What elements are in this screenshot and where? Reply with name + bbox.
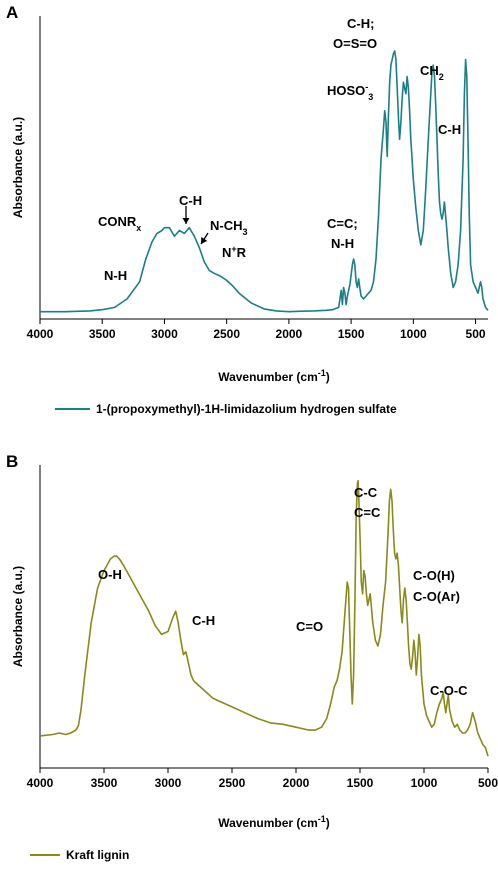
- peak-annotation: C-H: [192, 613, 215, 628]
- peak-annotation: O=S=O: [333, 36, 377, 51]
- peak-annotation: O-H: [98, 567, 122, 582]
- peak-annotation: C-O(H): [413, 568, 455, 583]
- x-tick-label: 3500: [91, 776, 118, 790]
- x-tick-label: 1500: [338, 327, 365, 341]
- peak-annotation: C-H: [438, 122, 461, 137]
- peak-annotation: N+R: [222, 244, 247, 260]
- x-tick-label: 500: [466, 327, 486, 341]
- x-tick-label: 4000: [27, 327, 54, 341]
- peak-annotation: CONRx: [98, 214, 141, 233]
- peak-annotation: C-H;: [347, 16, 374, 31]
- x-tick-label: 1000: [411, 776, 438, 790]
- x-tick-label: 2500: [213, 327, 240, 341]
- x-tick-label: 2500: [219, 776, 246, 790]
- chart-panel-b: B 4000 3500 3000 2500 2000 1500 1000 500 Wavenumb…: [6, 452, 498, 862]
- peak-annotation: C-O-C: [430, 683, 468, 698]
- peak-annotation: N-H: [331, 236, 354, 251]
- series-line: [39, 479, 489, 757]
- peak-annotation: C-O(Ar): [413, 589, 460, 604]
- peak-annotation: N-H: [104, 268, 127, 283]
- x-axis-title: Wavenumber (cm-1): [218, 814, 330, 830]
- legend-label: Kraft lignin: [66, 848, 129, 862]
- panel-label: B: [6, 452, 18, 471]
- x-tick-label: 1500: [347, 776, 374, 790]
- legend-label: 1-(propoxymethyl)-1H-limidazolium hydrog…: [96, 402, 397, 416]
- annotation-arrowhead: [201, 237, 208, 244]
- peak-annotation: C-H: [179, 193, 202, 208]
- x-tick-label: 500: [478, 776, 498, 790]
- peak-annotation: C=C;: [327, 216, 358, 231]
- chart-panel-a: A 4000 3500 3000 2500 2000 1500 1000 500 Wavenumb…: [6, 3, 489, 416]
- peak-annotation: N-CH3: [210, 218, 248, 237]
- annotation-arrowhead: [182, 218, 190, 224]
- x-tick-label: 3500: [89, 327, 116, 341]
- x-axis-title: Wavenumber (cm-1): [218, 368, 330, 384]
- series-line: [40, 50, 489, 313]
- peak-annotation: C=C: [354, 505, 381, 520]
- x-tick-label: 2000: [276, 327, 303, 341]
- peak-annotation: CH2: [420, 63, 444, 82]
- x-tick-label: 3000: [155, 776, 182, 790]
- x-tick-label: 2000: [283, 776, 310, 790]
- y-axis-title: Absorbance (a.u.): [11, 566, 25, 667]
- x-tick-label: 4000: [27, 776, 54, 790]
- peak-annotation: C=O: [296, 619, 323, 634]
- y-axis-title: Absorbance (a.u.): [11, 117, 25, 218]
- x-tick-label: 1000: [400, 327, 427, 341]
- peak-annotation: C-C: [354, 485, 378, 500]
- x-tick-label: 3000: [151, 327, 178, 341]
- panel-label: A: [6, 3, 18, 22]
- peak-annotation: HOSO-3: [327, 82, 373, 102]
